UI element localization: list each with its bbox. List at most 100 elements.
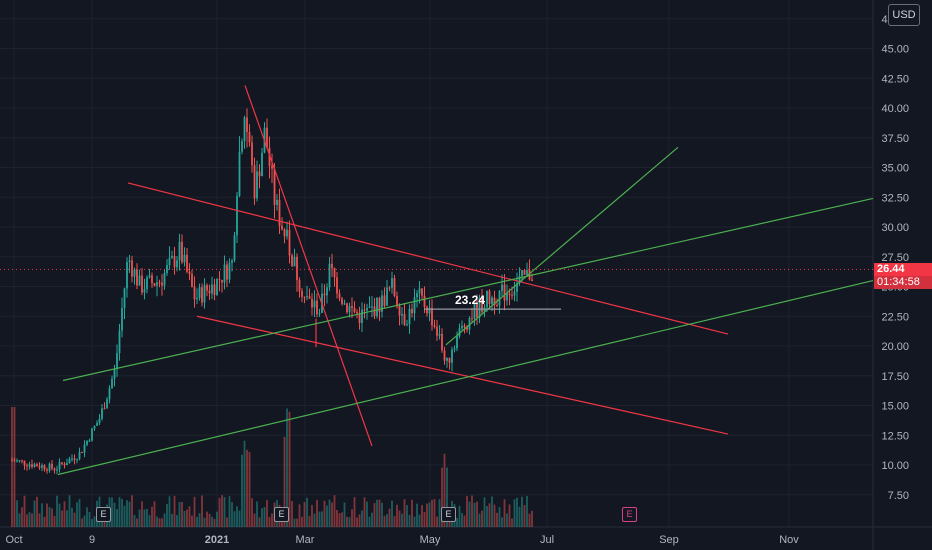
volume-bar bbox=[63, 501, 66, 527]
candle-body bbox=[503, 284, 506, 301]
volume-bar bbox=[381, 502, 383, 527]
x-tick-label: May bbox=[420, 534, 441, 546]
candle-body bbox=[421, 288, 423, 296]
volume-bar bbox=[226, 517, 228, 527]
candle-body bbox=[48, 463, 51, 471]
volume-bar bbox=[436, 516, 438, 527]
volume-bar bbox=[171, 513, 173, 527]
volume-bar bbox=[361, 510, 363, 527]
volume-bar bbox=[248, 451, 251, 527]
candle-body bbox=[413, 297, 416, 314]
candle-body bbox=[336, 277, 338, 294]
currency-button[interactable]: USD bbox=[888, 4, 920, 26]
trendline-green-steep bbox=[445, 146, 679, 346]
volume-bar bbox=[513, 499, 516, 527]
trendline-upper bbox=[127, 182, 729, 335]
volume-bar bbox=[186, 509, 188, 527]
volume-bar bbox=[141, 501, 143, 527]
candle-body bbox=[523, 270, 526, 275]
candle-body bbox=[531, 279, 533, 281]
volume-bar bbox=[431, 499, 433, 527]
volume-bar bbox=[408, 514, 411, 527]
earnings-marker[interactable]: E bbox=[96, 507, 111, 522]
candle-body bbox=[368, 306, 371, 308]
volume-bar bbox=[211, 516, 213, 527]
volume-bar bbox=[433, 498, 436, 527]
volume-bar bbox=[128, 501, 131, 527]
volume-bar bbox=[501, 517, 503, 527]
volume-bar bbox=[373, 503, 376, 527]
candle-body bbox=[358, 313, 361, 323]
candle-body bbox=[41, 465, 43, 468]
volume-bar bbox=[363, 497, 366, 527]
candle-body bbox=[108, 388, 111, 400]
volume-bar bbox=[178, 502, 181, 527]
candle-body bbox=[16, 460, 18, 462]
volume-bar bbox=[391, 500, 393, 527]
volume-bar bbox=[71, 507, 73, 527]
candle-body bbox=[166, 265, 168, 274]
volume-bar bbox=[258, 517, 261, 527]
volume-bar bbox=[11, 407, 13, 527]
volume-bar bbox=[446, 467, 448, 527]
volume-bar bbox=[43, 516, 46, 527]
volume-bar bbox=[246, 449, 248, 527]
volume-bar bbox=[283, 436, 286, 527]
candle-body bbox=[86, 440, 88, 445]
candle-body bbox=[448, 357, 451, 363]
x-tick-label: Jul bbox=[540, 534, 554, 546]
candle-body bbox=[111, 378, 113, 389]
candle-body bbox=[118, 330, 121, 354]
candle-body bbox=[141, 275, 143, 293]
volume-bar bbox=[53, 515, 56, 527]
x-tick-label: Nov bbox=[779, 534, 799, 546]
candle-body bbox=[528, 270, 531, 280]
candle-body bbox=[103, 408, 106, 410]
volume-bar bbox=[323, 500, 326, 527]
volume-bar bbox=[188, 506, 191, 527]
volume-bar bbox=[511, 518, 513, 527]
volume-bar bbox=[36, 496, 38, 527]
volume-bar bbox=[76, 502, 78, 527]
candle-body bbox=[173, 255, 176, 268]
volume-bar bbox=[343, 502, 346, 527]
volume-bar bbox=[286, 408, 288, 527]
candle-body bbox=[61, 462, 63, 464]
volume-bar bbox=[138, 509, 141, 527]
volume-bar bbox=[383, 515, 386, 527]
earnings-marker-upcoming[interactable]: E bbox=[622, 507, 637, 522]
candle-body bbox=[466, 327, 468, 330]
candle-body bbox=[431, 307, 433, 326]
candle-body bbox=[351, 306, 353, 308]
y-tick-label: 40.00 bbox=[881, 103, 909, 115]
trendline-steep bbox=[244, 85, 373, 447]
volume-bar bbox=[116, 509, 118, 527]
countdown-tag: 01:34:58 bbox=[874, 276, 932, 289]
candle-body bbox=[156, 282, 158, 286]
candle-body bbox=[91, 428, 93, 441]
candle-body bbox=[526, 270, 528, 275]
candle-body bbox=[168, 257, 171, 266]
candle-body bbox=[178, 241, 181, 261]
volume-bar bbox=[133, 514, 136, 527]
candle-body bbox=[123, 288, 126, 309]
candle-body bbox=[153, 283, 156, 286]
earnings-marker[interactable]: E bbox=[441, 507, 456, 522]
volume-bar bbox=[166, 503, 168, 527]
volume-bar bbox=[531, 510, 533, 527]
candle-body bbox=[176, 260, 178, 268]
volume-bar bbox=[73, 512, 76, 527]
volume-bar bbox=[388, 508, 391, 527]
candle-body bbox=[518, 276, 521, 284]
candle-body bbox=[288, 229, 291, 256]
volume-bar bbox=[118, 497, 121, 527]
candle-body bbox=[316, 300, 318, 315]
x-tick-label: Mar bbox=[296, 534, 315, 546]
earnings-marker[interactable]: E bbox=[274, 507, 289, 522]
volume-bar bbox=[16, 500, 18, 527]
volume-bar bbox=[288, 411, 291, 527]
volume-bar bbox=[526, 495, 528, 527]
volume-bar bbox=[253, 513, 256, 527]
